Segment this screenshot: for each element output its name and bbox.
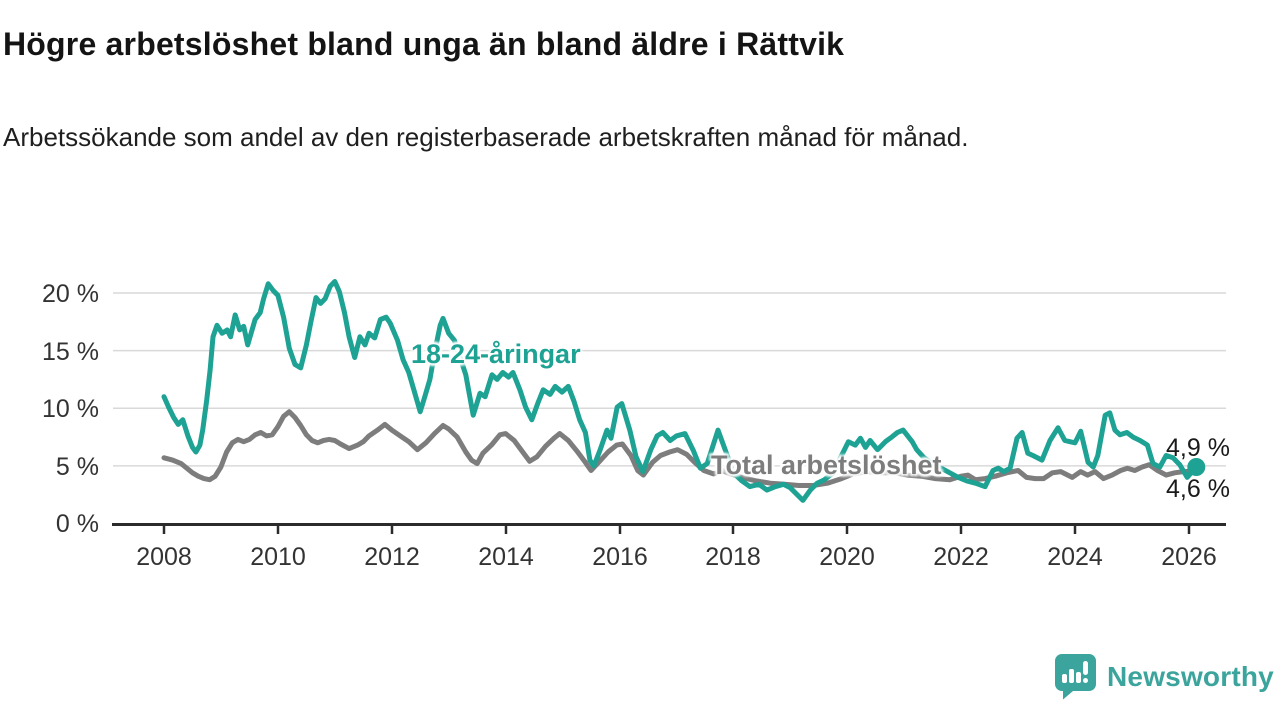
- x-tick-label: 2016: [592, 543, 648, 571]
- x-tick-label: 2018: [705, 543, 761, 571]
- x-tick-label: 2024: [1047, 543, 1103, 571]
- newsworthy-logo-text: Newsworthy: [1107, 660, 1274, 692]
- newsworthy-logo: Newsworthy: [1053, 653, 1274, 700]
- x-tick-label: 2026: [1161, 543, 1217, 571]
- gridlines: [113, 292, 1226, 467]
- y-tick-label: 0 %: [56, 510, 99, 538]
- series-label-total: Total arbetslöshet: [711, 450, 942, 480]
- end-value-label-total: 4,6 %: [1166, 475, 1230, 503]
- x-tick-label: 2014: [478, 543, 534, 571]
- y-tick-label: 20 %: [42, 280, 99, 308]
- y-tick-label: 5 %: [56, 453, 99, 481]
- y-tick-label: 10 %: [42, 395, 99, 423]
- x-tick-label: 2020: [819, 543, 875, 571]
- series-label-youth: 18-24-åringar: [411, 339, 581, 369]
- y-tick-label: 15 %: [42, 338, 99, 366]
- x-axis: 2008 2010 2012 2014 2016 2018 2020 2022 …: [112, 523, 1226, 571]
- series-line-total: [161, 409, 1199, 488]
- speech-bubble-chart-icon: [1055, 654, 1096, 700]
- end-value-label-youth: 4,9 %: [1166, 434, 1230, 462]
- page-title: Högre arbetslöshet bland unga än bland ä…: [3, 26, 845, 62]
- page-subtitle: Arbetssökande som andel av den registerb…: [3, 122, 969, 152]
- x-tick-label: 2008: [136, 543, 192, 571]
- series-line-youth: [161, 279, 1199, 503]
- x-tick-label: 2010: [250, 543, 306, 571]
- x-tick-label: 2022: [933, 543, 989, 571]
- x-tick-label: 2012: [364, 543, 420, 571]
- y-axis: 20 % 15 % 10 % 5 % 0 %: [42, 280, 99, 538]
- end-dot: [1187, 458, 1206, 476]
